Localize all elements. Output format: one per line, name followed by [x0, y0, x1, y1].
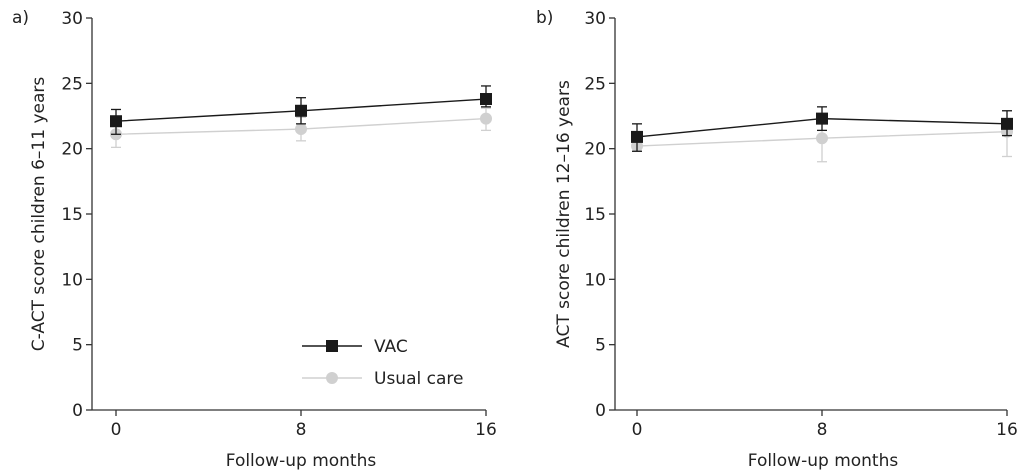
data-point	[295, 104, 307, 117]
legend-marker	[326, 340, 338, 352]
x-tick-label: 8	[296, 420, 307, 440]
x-tick-label: 16	[475, 420, 497, 440]
panel-b-label: b)	[536, 8, 553, 28]
data-point	[816, 112, 828, 125]
x-tick-label: 0	[632, 420, 643, 440]
panel-b: b) ACT score children 12–16 years Follow…	[536, 8, 1018, 471]
x-tick-label: 0	[111, 420, 122, 440]
legend: VAC Usual care	[302, 337, 463, 389]
series-vac	[110, 85, 492, 135]
panel-a-x-axis-title: Follow-up months	[226, 451, 377, 471]
y-tick-label: 10	[584, 270, 606, 290]
series-usual-care	[110, 107, 492, 149]
y-tick-label: 15	[584, 205, 606, 225]
panel-a: a) C-ACT score children 6–11 years Follo…	[12, 8, 497, 471]
legend-marker	[326, 372, 338, 384]
data-point	[816, 132, 828, 145]
y-tick-label: 20	[584, 140, 606, 160]
data-point	[295, 123, 307, 136]
y-tick-label: 0	[595, 401, 606, 421]
data-point	[110, 115, 122, 128]
y-tick-label: 15	[61, 205, 83, 225]
y-tick-label: 25	[584, 74, 606, 94]
panel-b-y-axis-title: ACT score children 12–16 years	[554, 80, 574, 348]
panel-a-label: a)	[12, 8, 29, 28]
data-point	[480, 112, 492, 125]
y-tick-label: 10	[61, 270, 83, 290]
x-tick-label: 16	[996, 420, 1018, 440]
data-point	[1001, 117, 1013, 130]
x-tick-label: 8	[817, 420, 828, 440]
y-tick-label: 25	[61, 74, 83, 94]
y-tick-label: 5	[595, 336, 606, 356]
data-point	[480, 93, 492, 106]
panel-a-y-axis-title: C-ACT score children 6–11 years	[29, 77, 49, 352]
panel-b-x-axis-title: Follow-up months	[748, 451, 899, 471]
y-tick-label: 20	[61, 140, 83, 160]
data-point	[631, 130, 643, 143]
legend-label: Usual care	[374, 369, 463, 389]
y-tick-label: 5	[72, 336, 83, 356]
legend-label: VAC	[374, 337, 408, 357]
y-tick-label: 30	[61, 9, 83, 29]
y-tick-label: 30	[584, 9, 606, 29]
series-vac	[631, 106, 1013, 152]
y-tick-label: 0	[72, 401, 83, 421]
